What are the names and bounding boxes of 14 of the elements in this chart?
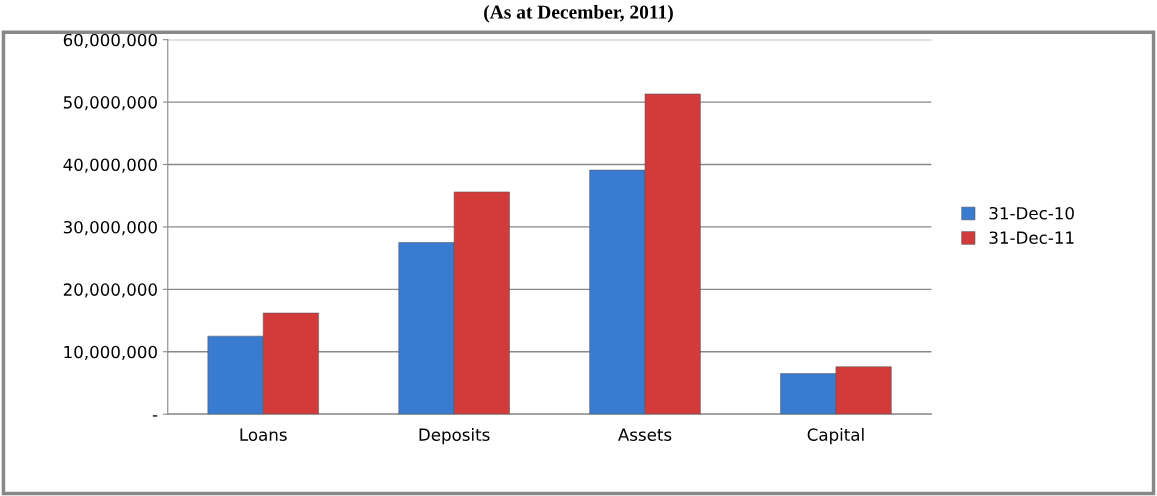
y-tick-label: 40,000,000: [63, 158, 157, 173]
y-tick-label: -: [152, 415, 158, 417]
y-tick-label: 60,000,000: [63, 33, 157, 48]
y-tick-label: 20,000,000: [63, 283, 157, 298]
x-tick-label: Capital: [807, 428, 864, 445]
chart-title: (As at December, 2011): [484, 4, 673, 23]
y-tick-label: 50,000,000: [63, 96, 157, 111]
legend-label: 31-Dec-11: [989, 231, 1074, 244]
legend-label: 31-Dec-10: [989, 206, 1074, 220]
x-tick-label: Loans: [240, 428, 287, 441]
y-tick-label: 10,000,000: [64, 345, 157, 361]
y-tick-label: 30,000,000: [63, 220, 157, 236]
x-tick-label: Assets: [618, 428, 672, 441]
x-tick-label: Deposits: [419, 428, 490, 445]
